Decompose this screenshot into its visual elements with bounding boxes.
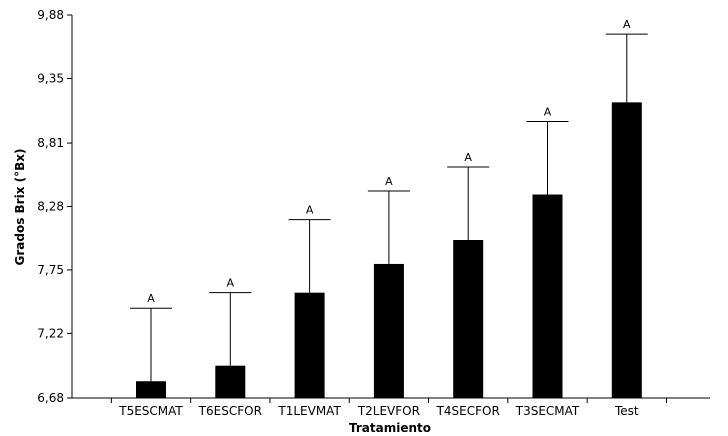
- bar: [373, 263, 404, 398]
- error-bars: [130, 33, 648, 382]
- significance-label: A: [464, 151, 472, 164]
- y-tick-label: 6,68: [37, 391, 64, 405]
- x-tick-label: Test: [614, 404, 639, 418]
- x-tick-label: T2LEVFOR: [357, 404, 420, 418]
- x-axis: T5ESCMAT T6ESCFOR T1LEVMAT T2LEVFOR T4SECFOR…: [72, 397, 710, 418]
- bar: [532, 194, 563, 398]
- bar: [294, 292, 325, 398]
- x-axis-title: Tratamiento: [349, 421, 431, 435]
- y-tick-label: 9,88: [37, 8, 64, 22]
- x-tick-label: T4SECFOR: [436, 404, 500, 418]
- y-axis-title: Grados Brix (°Bx): [13, 149, 27, 266]
- y-axis: 6,68 7,22 7,75 8,28 8,81 9,35 9,88: [37, 8, 73, 405]
- bar: [215, 365, 246, 398]
- y-tick-label: 8,28: [37, 200, 64, 214]
- y-tick-label: 8,81: [37, 136, 64, 150]
- bar: [453, 240, 484, 398]
- x-tick-label: T1LEVMAT: [277, 404, 341, 418]
- x-tick-label: T5ESCMAT: [118, 404, 183, 418]
- significance-label: A: [306, 204, 314, 217]
- significance-label: A: [227, 277, 235, 290]
- y-tick-label: 7,75: [37, 263, 64, 277]
- significance-label: A: [544, 106, 552, 119]
- bar: [611, 102, 642, 398]
- bars: [136, 102, 642, 398]
- significance-label: A: [385, 175, 393, 188]
- bar: [136, 381, 166, 398]
- y-tick-label: 9,35: [37, 71, 64, 85]
- y-tick-label: 7,22: [37, 326, 64, 340]
- significance-label: A: [623, 18, 631, 31]
- x-tick-label: T3SECMAT: [515, 404, 580, 418]
- significance-labels: A A A A A A A: [147, 18, 631, 305]
- significance-label: A: [147, 292, 155, 305]
- x-tick-label: T6ESCFOR: [198, 404, 262, 418]
